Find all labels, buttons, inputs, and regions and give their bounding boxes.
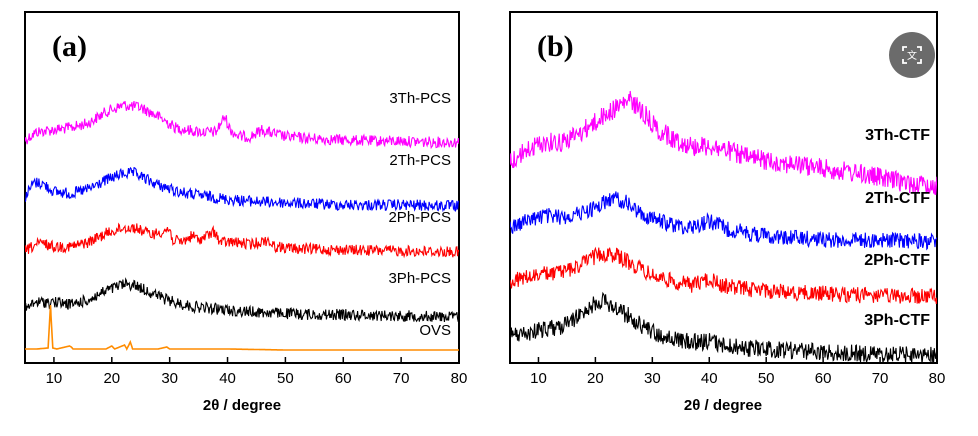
translate-icon: 文 [902, 46, 922, 64]
x-tick-label: 50 [758, 370, 775, 387]
series-label-3ph-pcs: 3Ph-PCS [388, 270, 451, 287]
series-label-3th-ctf: 3Th-CTF [865, 127, 930, 144]
series-group-b [510, 90, 937, 363]
series-line-3th-pcs [25, 100, 459, 150]
x-axis-title-b: 2θ / degree [684, 397, 762, 414]
x-tick-label: 80 [929, 370, 946, 387]
series-label-3th-pcs: 3Th-PCS [389, 90, 451, 107]
x-tick-label: 20 [103, 370, 120, 387]
panel-a: (a) 10 20 30 40 50 60 70 80 3Th-PCS 2Th-PCS 2Ph-P… [24, 11, 468, 414]
x-tick-label: 40 [219, 370, 236, 387]
x-tick-label: 50 [277, 370, 294, 387]
series-label-2th-ctf: 2Th-CTF [865, 190, 930, 207]
x-tick-label: 40 [701, 370, 718, 387]
series-group-a [25, 100, 459, 351]
series-label-2ph-pcs: 2Ph-PCS [388, 209, 451, 226]
series-line-3ph-pcs [25, 277, 459, 323]
series-line-2th-pcs [25, 166, 459, 213]
x-tick-label: 30 [644, 370, 661, 387]
panel-label-b: (b) [537, 30, 574, 63]
series-labels-b: 3Th-CTF 2Th-CTF 2Ph-CTF 3Ph-CTF [864, 127, 930, 329]
x-ticks-a: 10 20 30 40 50 60 70 80 [46, 357, 468, 387]
x-tick-label: 30 [161, 370, 178, 387]
x-tick-label: 80 [451, 370, 468, 387]
x-ticks-b: 10 20 30 40 50 60 70 80 [530, 357, 945, 387]
x-tick-label: 60 [815, 370, 832, 387]
series-label-2th-pcs: 2Th-PCS [389, 152, 451, 169]
series-line-2ph-ctf [510, 246, 937, 305]
x-tick-label: 70 [393, 370, 410, 387]
series-line-3th-ctf [510, 90, 937, 195]
x-tick-label: 10 [530, 370, 547, 387]
series-line-ovs [25, 304, 459, 351]
x-tick-label: 10 [46, 370, 63, 387]
series-line-2th-ctf [510, 191, 937, 251]
series-labels-a: 3Th-PCS 2Th-PCS 2Ph-PCS 3Ph-PCS OVS [388, 90, 451, 339]
series-label-3ph-ctf: 3Ph-CTF [864, 312, 930, 329]
panel-b: (b) 10 20 30 40 50 60 70 80 3Th-CTF 2Th-CTF 2Ph-C… [509, 11, 945, 414]
panel-label-a: (a) [52, 30, 87, 63]
series-label-2ph-ctf: 2Ph-CTF [864, 252, 930, 269]
series-label-ovs: OVS [419, 322, 451, 339]
x-tick-label: 60 [335, 370, 352, 387]
x-tick-label: 70 [872, 370, 889, 387]
plot-frame-b [509, 11, 938, 364]
x-axis-title-a: 2θ / degree [203, 397, 281, 414]
x-tick-label: 20 [587, 370, 604, 387]
translate-lens-button[interactable]: 文 [889, 32, 935, 78]
series-line-2ph-pcs [25, 222, 459, 259]
plot-frame-a [24, 11, 460, 364]
series-line-3ph-ctf [510, 291, 937, 363]
svg-text:文: 文 [907, 49, 917, 62]
